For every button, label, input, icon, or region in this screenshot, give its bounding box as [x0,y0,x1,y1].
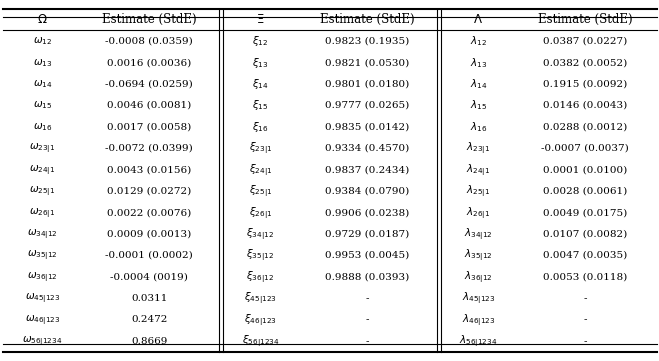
Text: 0.0146 (0.0043): 0.0146 (0.0043) [543,101,627,110]
Text: 0.0382 (0.0052): 0.0382 (0.0052) [543,58,627,67]
Text: $\omega_{46|123}$: $\omega_{46|123}$ [24,313,61,327]
Text: $\lambda_{23|1}$: $\lambda_{23|1}$ [466,140,490,156]
Text: $\xi_{34|12}$: $\xi_{34|12}$ [246,226,274,242]
Text: $\lambda_{24|1}$: $\lambda_{24|1}$ [466,162,490,178]
Text: $\omega_{45|123}$: $\omega_{45|123}$ [24,292,61,305]
Text: $\xi_{24|1}$: $\xi_{24|1}$ [248,162,272,178]
Text: $\Xi$: $\Xi$ [256,13,265,26]
Text: -: - [366,337,369,346]
Text: $\lambda_{45|123}$: $\lambda_{45|123}$ [461,291,495,306]
Text: 0.0387 (0.0227): 0.0387 (0.0227) [543,37,627,46]
Text: Estimate (StdE): Estimate (StdE) [320,13,415,26]
Text: $\Lambda$: $\Lambda$ [473,13,483,26]
Text: 0.0046 (0.0081): 0.0046 (0.0081) [107,101,191,110]
Text: -0.0072 (0.0399): -0.0072 (0.0399) [105,144,193,153]
Text: 0.0049 (0.0175): 0.0049 (0.0175) [543,208,627,217]
Text: 0.9953 (0.0045): 0.9953 (0.0045) [325,251,409,260]
Text: $\lambda_{34|12}$: $\lambda_{34|12}$ [464,226,493,242]
Text: 0.1915 (0.0092): 0.1915 (0.0092) [543,79,627,88]
Text: $\xi_{23|1}$: $\xi_{23|1}$ [248,140,272,156]
Text: 0.9821 (0.0530): 0.9821 (0.0530) [325,58,409,67]
Text: 0.9823 (0.1935): 0.9823 (0.1935) [325,37,409,46]
Text: $\omega_{16}$: $\omega_{16}$ [33,121,52,133]
Text: 0.9777 (0.0265): 0.9777 (0.0265) [325,101,409,110]
Text: $\lambda_{14}$: $\lambda_{14}$ [470,77,487,91]
Text: 0.9835 (0.0142): 0.9835 (0.0142) [325,122,409,131]
Text: 0.9334 (0.4570): 0.9334 (0.4570) [325,144,409,153]
Text: -: - [583,315,587,324]
Text: 0.8669: 0.8669 [131,337,167,346]
Text: 0.0053 (0.0118): 0.0053 (0.0118) [543,273,627,282]
Text: $\lambda_{35|12}$: $\lambda_{35|12}$ [464,248,493,264]
Text: 0.0009 (0.0013): 0.0009 (0.0013) [107,230,191,239]
Text: 0.0047 (0.0035): 0.0047 (0.0035) [543,251,627,260]
Text: $\xi_{36|12}$: $\xi_{36|12}$ [246,269,274,285]
Text: 0.0107 (0.0082): 0.0107 (0.0082) [543,230,627,239]
Text: Estimate (StdE): Estimate (StdE) [102,13,196,26]
Text: $\lambda_{25|1}$: $\lambda_{25|1}$ [466,183,490,199]
Text: $\omega_{56|1234}$: $\omega_{56|1234}$ [22,334,63,348]
Text: $\omega_{25|1}$: $\omega_{25|1}$ [30,184,56,198]
Text: $\lambda_{56|1234}$: $\lambda_{56|1234}$ [459,334,498,349]
Text: $\xi_{56|1234}$: $\xi_{56|1234}$ [242,334,279,349]
Text: $\omega_{14}$: $\omega_{14}$ [33,78,52,90]
Text: $\xi_{35|12}$: $\xi_{35|12}$ [246,248,274,264]
Text: 0.0311: 0.0311 [131,294,167,303]
Text: $\lambda_{15}$: $\lambda_{15}$ [470,99,487,112]
Text: 0.9888 (0.0393): 0.9888 (0.0393) [325,273,409,282]
Text: $\lambda_{16}$: $\lambda_{16}$ [470,120,487,134]
Text: 0.0016 (0.0036): 0.0016 (0.0036) [107,58,191,67]
Text: $\omega_{35|12}$: $\omega_{35|12}$ [27,249,58,262]
Text: 0.0043 (0.0156): 0.0043 (0.0156) [107,165,191,174]
Text: $\omega_{34|12}$: $\omega_{34|12}$ [27,227,58,241]
Text: -: - [366,315,369,324]
Text: $\omega_{13}$: $\omega_{13}$ [33,57,52,69]
Text: 0.2472: 0.2472 [131,315,167,324]
Text: $\lambda_{12}$: $\lambda_{12}$ [470,34,487,48]
Text: $\omega_{23|1}$: $\omega_{23|1}$ [30,142,56,155]
Text: $\omega_{12}$: $\omega_{12}$ [33,35,52,47]
Text: -0.0008 (0.0359): -0.0008 (0.0359) [105,37,193,46]
Text: $\xi_{16}$: $\xi_{16}$ [252,120,269,134]
Text: Estimate (StdE): Estimate (StdE) [538,13,633,26]
Text: -0.0694 (0.0259): -0.0694 (0.0259) [105,79,193,88]
Text: -: - [366,294,369,303]
Text: 0.0288 (0.0012): 0.0288 (0.0012) [543,122,627,131]
Text: 0.0022 (0.0076): 0.0022 (0.0076) [107,208,191,217]
Text: 0.9906 (0.0238): 0.9906 (0.0238) [325,208,409,217]
Text: -0.0007 (0.0037): -0.0007 (0.0037) [541,144,629,153]
Text: $\xi_{12}$: $\xi_{12}$ [252,34,269,48]
Text: $\lambda_{13}$: $\lambda_{13}$ [470,56,487,70]
Text: 0.9837 (0.2434): 0.9837 (0.2434) [325,165,409,174]
Text: $\Omega$: $\Omega$ [37,13,48,26]
Text: $\xi_{15}$: $\xi_{15}$ [252,99,269,113]
Text: $\omega_{36|12}$: $\omega_{36|12}$ [27,270,58,284]
Text: 0.0129 (0.0272): 0.0129 (0.0272) [107,187,191,196]
Text: $\omega_{26|1}$: $\omega_{26|1}$ [30,206,56,219]
Text: $\xi_{46|123}$: $\xi_{46|123}$ [244,312,277,328]
Text: 0.0001 (0.0100): 0.0001 (0.0100) [543,165,627,174]
Text: 0.0028 (0.0061): 0.0028 (0.0061) [543,187,627,196]
Text: $\omega_{15}$: $\omega_{15}$ [33,100,52,112]
Text: -: - [583,294,587,303]
Text: $\xi_{25|1}$: $\xi_{25|1}$ [248,183,272,199]
Text: $\lambda_{36|12}$: $\lambda_{36|12}$ [464,269,493,285]
Text: 0.9384 (0.0790): 0.9384 (0.0790) [325,187,409,196]
Text: $\lambda_{26|1}$: $\lambda_{26|1}$ [466,205,490,221]
Text: $\xi_{14}$: $\xi_{14}$ [252,77,269,91]
Text: $\omega_{24|1}$: $\omega_{24|1}$ [30,163,56,177]
Text: -0.0004 (0019): -0.0004 (0019) [110,273,188,282]
Text: $\lambda_{46|123}$: $\lambda_{46|123}$ [461,312,495,328]
Text: -0.0001 (0.0002): -0.0001 (0.0002) [105,251,193,260]
Text: -: - [583,337,587,346]
Text: 0.0017 (0.0058): 0.0017 (0.0058) [107,122,191,131]
Text: 0.9801 (0.0180): 0.9801 (0.0180) [325,79,409,88]
Text: $\xi_{45|123}$: $\xi_{45|123}$ [244,291,277,306]
Text: 0.9729 (0.0187): 0.9729 (0.0187) [325,230,409,239]
Text: $\xi_{26|1}$: $\xi_{26|1}$ [248,205,272,221]
Text: $\xi_{13}$: $\xi_{13}$ [252,56,269,70]
